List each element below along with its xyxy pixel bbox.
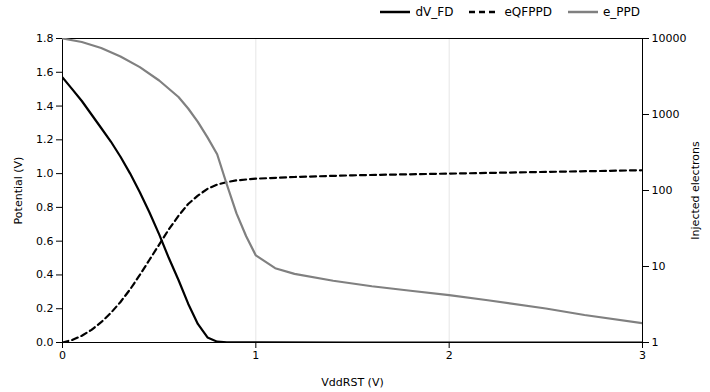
html-text:dV_FD: dV_FD — [415, 5, 454, 19]
svg-text:2: 2 — [446, 349, 453, 362]
svg-text:10000: 10000 — [652, 32, 687, 45]
svg-text:1.8: 1.8 — [36, 32, 54, 45]
svg-text:Injected electrons: Injected electrons — [689, 141, 702, 240]
svg-text:0.8: 0.8 — [36, 201, 54, 214]
svg-text:100: 100 — [652, 184, 673, 197]
svg-text:1000: 1000 — [652, 108, 680, 121]
svg-text:0.4: 0.4 — [36, 268, 54, 281]
svg-text:1.0: 1.0 — [36, 167, 54, 180]
svg-text:1.4: 1.4 — [36, 100, 54, 113]
html-text:e_PPD: e_PPD — [602, 5, 640, 19]
svg-text:0.2: 0.2 — [36, 302, 54, 315]
svg-text:0.6: 0.6 — [36, 235, 54, 248]
svg-text:Potential (V): Potential (V) — [12, 157, 25, 225]
svg-text:3: 3 — [639, 349, 646, 362]
svg-text:0.0: 0.0 — [36, 336, 54, 349]
svg-text:1: 1 — [652, 336, 659, 349]
svg-text:1.2: 1.2 — [36, 133, 54, 146]
html-text:eQFPPD: eQFPPD — [504, 5, 552, 19]
svg-text:0: 0 — [59, 349, 66, 362]
svg-text:1: 1 — [252, 349, 259, 362]
svg-text:1.6: 1.6 — [36, 66, 54, 79]
svg-text:10: 10 — [652, 260, 666, 273]
svg-text:VddRST (V): VddRST (V) — [321, 376, 383, 389]
